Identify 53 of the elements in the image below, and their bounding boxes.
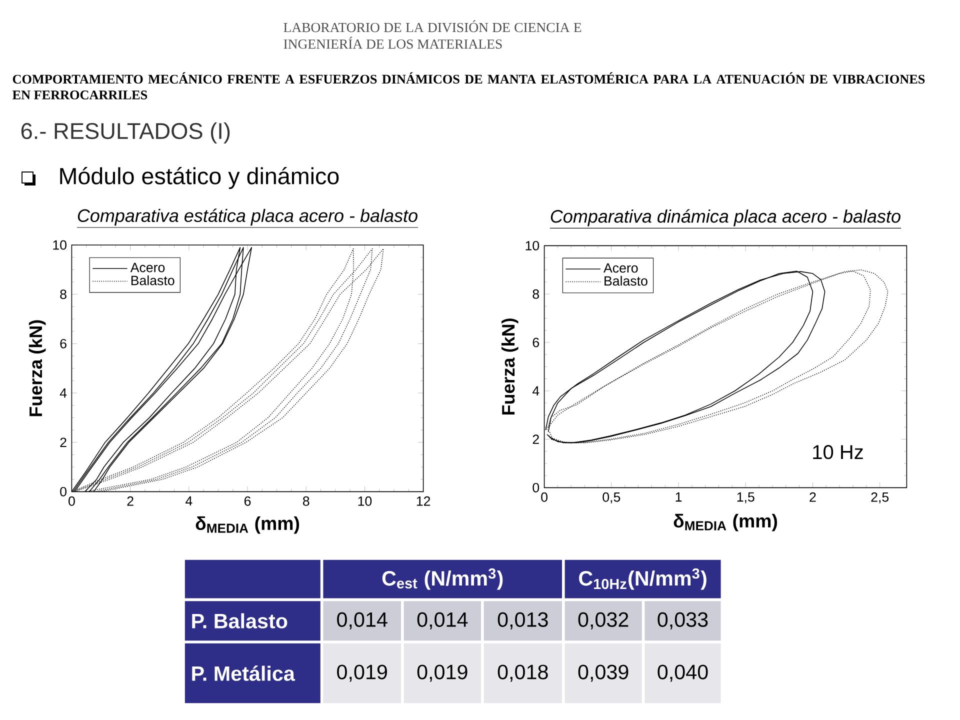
x-tick-label: 0 [68,496,75,506]
chart-title: Comparativa estática placa acero - balasto [78,208,418,226]
legend-label: Acero [130,262,165,272]
x-tick-label: 4 [186,496,192,506]
legend-label: Balasto [131,275,174,286]
text: 0,013 [498,612,548,630]
y-tick-label: 2 [60,438,66,447]
y-tick-label: 8 [60,290,66,300]
text: Módulo estático y dinámico [60,166,339,190]
category-label: C$_{10Hz}$(N/mm$^{3}$) [579,568,706,590]
x-tick-label: 1,5 [737,492,754,504]
y-tick-label: 8 [532,289,540,299]
y-axis-title: Fuerza (kN) [28,320,46,416]
x-tick-label: 0,5 [602,492,620,504]
text: 0,018 [498,664,548,682]
text: 0,033 [658,612,708,630]
text: 6.- RESULTADOS (I) [21,122,230,144]
y-tick-label: 6 [60,338,66,348]
y-tick-label: 2 [532,434,539,444]
legend-label: Balasto [604,276,648,286]
x-tick-label: 0 [541,492,548,502]
x-tick-label: 2 [127,496,134,506]
x-tick-label: 12 [416,496,430,506]
category-label: P. Balasto [192,613,288,628]
text: 0,032 [578,612,628,630]
text: 0,019 [337,664,387,682]
text: COMPORTAMIENTO MECÁNICO FRENTE A ESFUERZOS DINÁMICOS DE MANTA ELASTOMÉRICA PARA LA ATENUACIÓN DE VIBRACIONES EN FERROCARRILES [12,72,925,100]
text: LABORATORIO DE LA DIVISIÓN DE CIENCIA E INGENIERÍA DE LOS MATERIALES [284,20,582,49]
y-axis-title: Fuerza (kN) [501,318,518,414]
annotation: 10 Hz [813,445,863,460]
x-axis-title: δ$_{MEDIA}$ (mm) [196,516,300,534]
category-label: C$_{est}$ (N/mm$^{3}$) [382,568,503,590]
y-tick-label: 4 [60,388,67,398]
x-tick-label: 2 [810,492,816,502]
chart-title: Comparativa dinámica placa acero - balasto [550,209,900,226]
x-tick-label: 10 [358,496,372,506]
x-tick-label: 8 [302,496,310,506]
text: 0,014 [417,612,468,630]
x-tick-label: 2,5 [871,492,889,504]
y-tick-label: 4 [532,386,540,396]
text: 0,039 [578,664,628,682]
y-tick-label: 6 [532,338,540,348]
x-tick-label: 1 [676,492,682,502]
y-tick-label: 10 [526,240,540,250]
x-axis-title: δ$_{MEDIA}$ (mm) [674,514,778,532]
category-label: P. Metálica [192,666,296,681]
text: 0,014 [337,612,388,630]
text: 0,040 [658,664,708,682]
legend-label: Acero [604,263,638,273]
y-tick-label: 10 [53,240,66,250]
text: 0,019 [417,664,468,682]
y-tick-label: 0 [532,482,540,492]
x-tick-label: 6 [244,496,251,506]
